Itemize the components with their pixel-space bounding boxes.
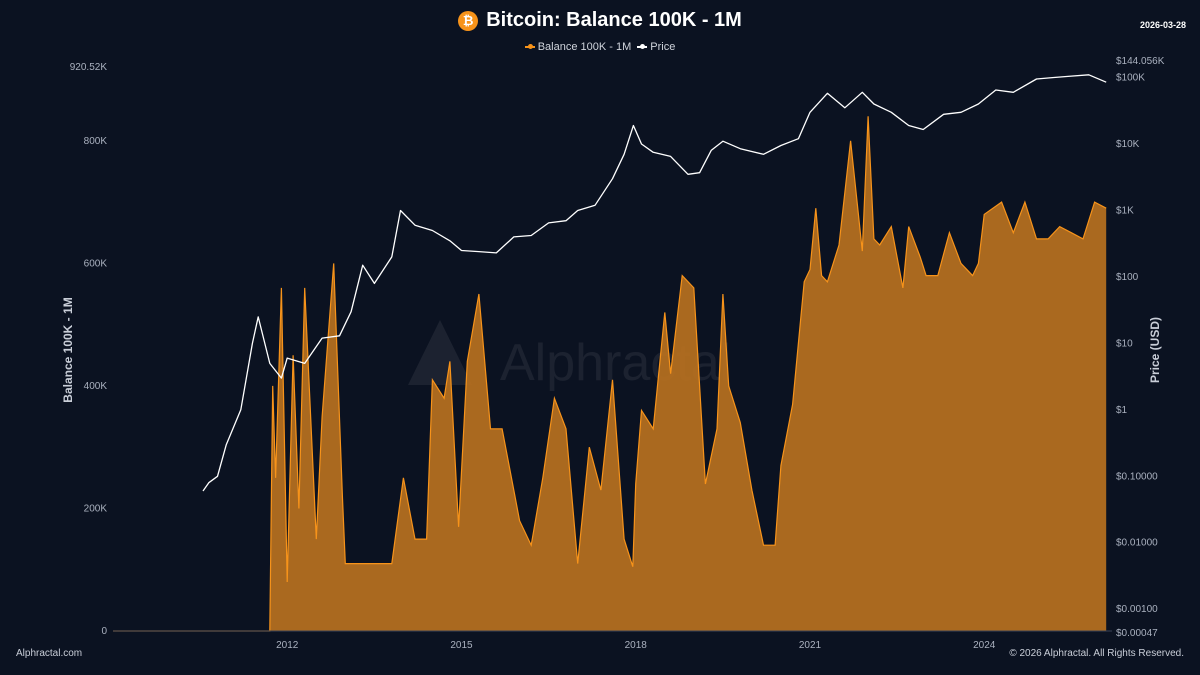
x-tick-label: 2012 [276,640,299,651]
y-right-tick-label: $100K [1116,73,1145,84]
y-right-tick-label: $1K [1116,205,1134,216]
y-left-tick-label: 0 [101,626,107,637]
y-left-tick-label: 600K [84,258,108,269]
watermark-logo-icon [408,320,472,385]
footer-copyright: © 2026 Alphractal. All Rights Reserved. [1009,648,1184,659]
legend-label-price: Price [650,41,676,53]
legend-item-price[interactable]: Price [637,41,675,53]
report-date: 2026-03-28 [1139,20,1186,30]
y-right-tick-label: $10 [1116,338,1133,349]
chart-header: ₿ Bitcoin: Balance 100K - 1M [0,9,1200,32]
y-right-tick-label: $10K [1116,139,1140,150]
legend-label-balance: Balance 100K - 1M [537,41,632,53]
x-tick-label: 2021 [799,640,822,651]
footer-site: Alphractal.com [16,648,83,659]
legend: Balance 100K - 1M Price [0,41,1200,53]
y-right-tick-label: $0.00100 [1116,604,1158,615]
y-left-tick-label: 800K [84,136,108,147]
price-line [202,74,1107,492]
legend-item-balance[interactable]: Balance 100K - 1M [524,41,632,53]
balance-area-fill [113,116,1107,632]
y-right-tick-label: $0.01000 [1116,538,1158,549]
y-right-tick-label: $0.00047 [1116,628,1158,639]
bitcoin-icon: ₿ [458,10,479,31]
y-right-tick-label: $0.10000 [1116,471,1158,482]
y-right-tick-label: $100 [1116,272,1139,283]
y-right-tick-label: $144.056K [1116,56,1165,67]
legend-swatch-balance-icon [524,44,535,49]
y-right-tick-label: $1 [1116,405,1128,416]
x-tick-label: 2018 [625,640,648,651]
y-left-tick-label: 200K [84,503,108,514]
y-left-tick-label: 920.52K [70,62,108,73]
chart-title: Bitcoin: Balance 100K - 1M [486,9,742,31]
legend-swatch-price-icon [637,44,648,49]
x-tick-label: 2015 [450,640,473,651]
y-left-tick-label: 400K [84,381,108,392]
balance-line [113,116,1107,632]
x-tick-label: 2024 [973,640,996,651]
